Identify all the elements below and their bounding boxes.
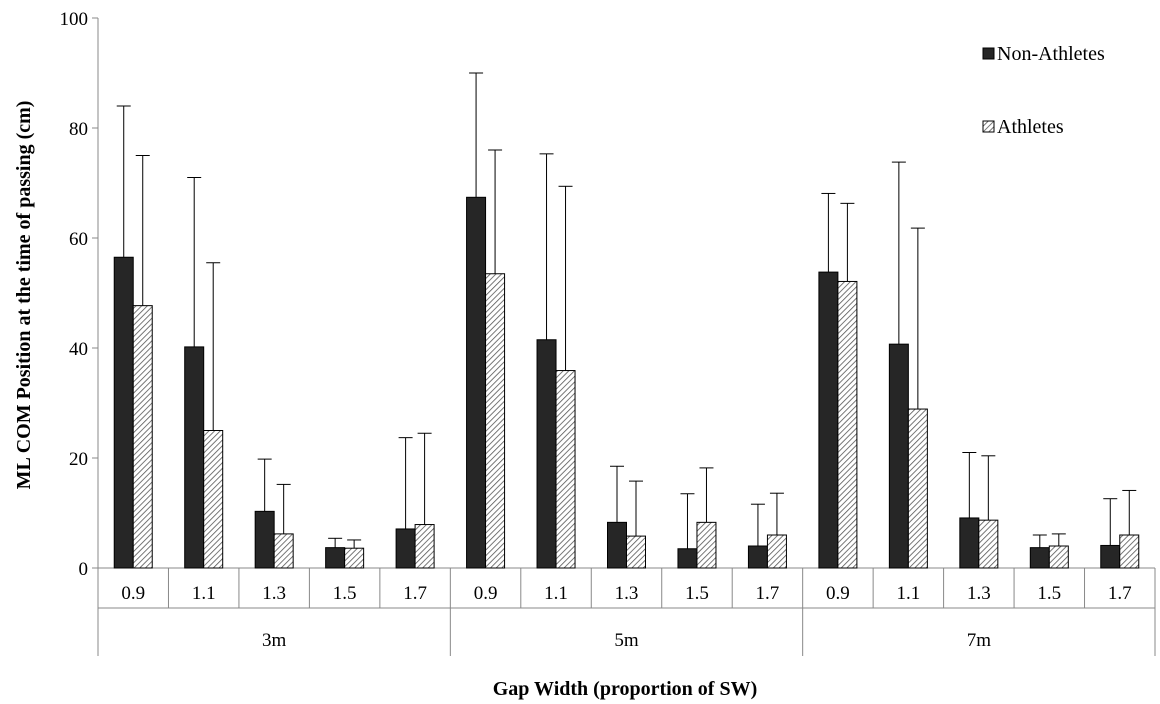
- y-tick-label: 60: [69, 229, 88, 250]
- tick-labels: 0 20 40 60 80 100 0.9 1.1 1.3 1.5 1.7 0.9 1.1 1.3 1.5 1…: [60, 9, 1132, 651]
- bar-non-athletes: [959, 517, 980, 569]
- y-tick-label: 80: [69, 119, 88, 140]
- bar-athletes: [696, 521, 717, 569]
- axes: [92, 17, 1156, 656]
- x-tick-label: 1.7: [756, 583, 780, 604]
- bar-non-athletes: [677, 548, 698, 569]
- bar-non-athletes: [325, 547, 346, 569]
- bar-athletes: [1048, 545, 1069, 569]
- bar-athletes: [555, 370, 576, 569]
- x-tick-label: 1.1: [896, 583, 920, 604]
- bars: [113, 196, 1140, 569]
- bar-non-athletes: [747, 545, 768, 569]
- bar-non-athletes: [536, 339, 557, 569]
- x-tick-label: 1.7: [403, 583, 427, 604]
- group-label: 5m: [614, 630, 639, 651]
- bar-non-athletes: [254, 510, 275, 569]
- bar-athletes: [344, 547, 365, 569]
- legend-swatch: [982, 120, 995, 133]
- bar-athletes: [978, 519, 999, 569]
- y-tick-label: 40: [69, 339, 88, 360]
- legend-label: Athletes: [997, 116, 1064, 138]
- x-tick-label: 0.9: [121, 583, 145, 604]
- bar-athletes: [837, 280, 858, 569]
- bar-athletes: [485, 273, 506, 569]
- x-tick-label: 1.5: [685, 583, 709, 604]
- bar-non-athletes: [1100, 544, 1121, 569]
- y-axis-title: ML COM Position at the time of passing (…: [13, 101, 35, 490]
- bar-non-athletes: [818, 271, 839, 569]
- bar-athletes: [203, 430, 224, 569]
- x-tick-label: 1.3: [262, 583, 286, 604]
- bar-non-athletes: [184, 346, 205, 569]
- y-tick-label: 20: [69, 449, 88, 470]
- x-tick-label: 1.1: [544, 583, 568, 604]
- x-tick-label: 0.9: [474, 583, 498, 604]
- bar-non-athletes: [607, 521, 627, 569]
- bar-athletes: [132, 305, 153, 569]
- y-tick-label: 0: [79, 559, 89, 580]
- bar-athletes: [626, 535, 646, 569]
- bar-athletes: [414, 524, 435, 569]
- x-tick-label: 1.5: [1037, 583, 1061, 604]
- bar-non-athletes: [395, 528, 416, 569]
- x-tick-label: 1.3: [615, 583, 639, 604]
- bar-athletes: [273, 533, 294, 569]
- legend-label: Non-Athletes: [997, 43, 1105, 65]
- y-tick-label: 100: [60, 9, 89, 30]
- error-bars: [116, 72, 1137, 549]
- x-axis-title: Gap Width (proportion of SW): [493, 678, 758, 700]
- bar-non-athletes: [888, 343, 909, 569]
- bar-non-athletes: [466, 196, 487, 569]
- x-tick-label: 1.5: [333, 583, 357, 604]
- bar-non-athletes: [113, 256, 134, 569]
- x-tick-label: 1.1: [192, 583, 216, 604]
- x-tick-label: 1.3: [967, 583, 991, 604]
- group-label: 3m: [262, 630, 287, 651]
- legend-swatch: [982, 47, 995, 60]
- group-label: 7m: [967, 630, 992, 651]
- bar-athletes: [907, 408, 928, 569]
- bar-athletes: [1119, 534, 1140, 569]
- x-tick-label: 0.9: [826, 583, 850, 604]
- bar-athletes: [766, 534, 787, 569]
- legend: Non-Athletes Athletes: [982, 43, 1105, 138]
- x-tick-label: 1.7: [1108, 583, 1132, 604]
- bar-non-athletes: [1029, 547, 1050, 569]
